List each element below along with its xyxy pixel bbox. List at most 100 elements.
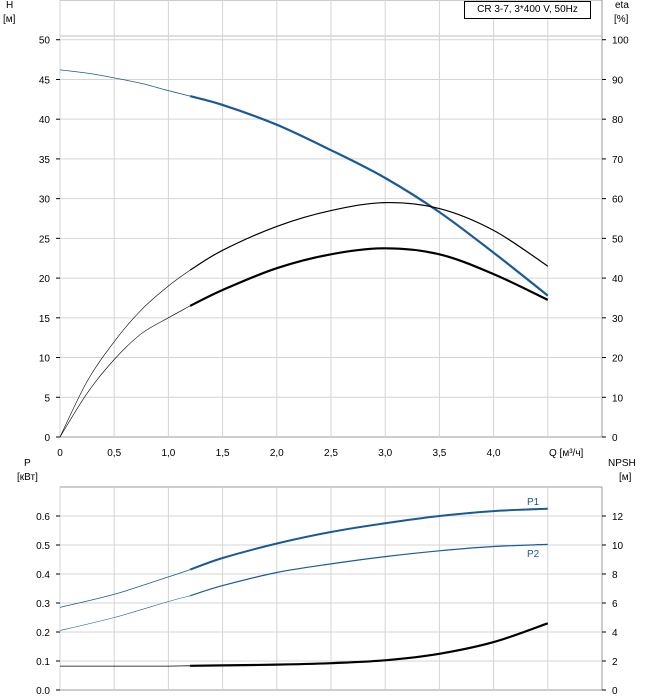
head-curve-point: [547, 295, 549, 297]
head-curve: [189, 95, 549, 297]
efficiency-curve-point: [189, 269, 191, 271]
x-tick-label: 2,0: [270, 448, 284, 459]
top-left-axis-unit: [м]: [3, 14, 16, 25]
total-efficiency-curve-point: [168, 317, 170, 319]
head-curve-point: [439, 211, 441, 213]
npsh-curve-point: [384, 659, 386, 661]
bottom-left-axis-label: P: [24, 458, 31, 469]
bottom-right-tick-label: 2: [612, 657, 618, 668]
bottom-left-tick-label: 0.5: [36, 541, 50, 552]
top-left-axis-label: H: [6, 0, 13, 11]
npsh-curve-point: [59, 665, 61, 667]
x-axis-label: Q [м³/ч]: [549, 448, 584, 459]
npsh-curve-point: [493, 641, 495, 643]
top-left-tick-label: 25: [39, 234, 51, 245]
x-tick-label: 3,0: [378, 448, 392, 459]
x-tick-label: 2,5: [324, 448, 338, 459]
bottom-right-tick-label: 12: [612, 512, 624, 523]
npsh-curve-point: [222, 665, 224, 667]
top-chart-grid: [56, 0, 606, 438]
npsh-curve-point: [439, 653, 441, 655]
p1-power-curve-point: [439, 515, 441, 517]
bottom-right-tick-label: 8: [612, 570, 618, 581]
bottom-right-tick-label: 0: [612, 686, 618, 697]
p1-power-curve-point: [113, 594, 115, 596]
efficiency-curve-point: [168, 285, 170, 287]
total-efficiency-curve-point: [189, 305, 191, 307]
p1-power-curve-point: [222, 557, 224, 559]
efficiency-curve-point: [547, 265, 549, 267]
efficiency-curve: [189, 201, 549, 271]
p2-power-curve-point: [384, 556, 386, 558]
p2-series-label: P2: [527, 549, 540, 560]
efficiency-curve-extrapolated: [59, 269, 191, 438]
bottom-chart-grid: [56, 486, 606, 691]
curves: [59, 69, 549, 667]
bottom-right-tick-label: 6: [612, 599, 618, 610]
head-curve-point: [141, 83, 143, 85]
p2-power-curve-point: [189, 595, 191, 597]
top-right-tick-label: 10: [612, 393, 624, 404]
total-efficiency-curve: [189, 247, 549, 307]
top-left-tick-label: 5: [44, 393, 50, 404]
top-right-tick-label: 60: [612, 195, 624, 206]
total-efficiency-curve-point: [59, 436, 61, 438]
top-left-tick-label: 10: [39, 354, 51, 365]
p1-power-curve-point: [59, 607, 61, 609]
efficiency-curve-point: [222, 249, 224, 251]
bottom-left-tick-label: 0.4: [36, 570, 50, 581]
top-right-tick-label: 100: [612, 36, 629, 47]
x-tick-label: 3,5: [432, 448, 446, 459]
efficiency-curve-point: [330, 210, 332, 212]
p1-series-label: P1: [527, 497, 540, 508]
head-curve-point: [222, 104, 224, 106]
npsh-curve-point: [189, 665, 191, 667]
tick-labels: 0 0,5 1,0 1,5 2,0 2,5 3,0 3,5 4,0051015202530354…: [36, 36, 629, 697]
top-left-tick-label: 20: [39, 274, 51, 285]
head-curve-point: [276, 124, 278, 126]
total-efficiency-curve-point: [276, 267, 278, 269]
efficiency-curve-point: [86, 381, 88, 383]
x-tick-label: 4,0: [487, 448, 501, 459]
top-right-tick-label: 70: [612, 155, 624, 166]
total-efficiency-curve-point: [493, 273, 495, 275]
p2-power-curve-point: [168, 601, 170, 603]
p1-power-curve-point: [493, 510, 495, 512]
bottom-right-tick-label: 10: [612, 541, 624, 552]
top-right-tick-label: 30: [612, 314, 624, 325]
efficiency-curve-point: [141, 309, 143, 311]
p1-power-curve-extrapolated: [59, 569, 191, 608]
top-right-tick-label: 20: [612, 354, 624, 365]
top-left-tick-label: 35: [39, 155, 51, 166]
npsh-curve: [190, 622, 549, 667]
head-curve-point: [384, 177, 386, 179]
bottom-left-tick-label: 0.0: [36, 686, 50, 697]
p1-power-curve-point: [384, 522, 386, 524]
p2-power-curve-point: [439, 550, 441, 552]
top-left-tick-label: 50: [39, 36, 51, 47]
top-right-tick-label: 40: [612, 274, 624, 285]
total-efficiency-curve-point: [222, 289, 224, 291]
npsh-curve-point: [168, 665, 170, 667]
total-efficiency-curve-point: [141, 333, 143, 335]
bottom-right-axis-unit: [м]: [619, 472, 632, 483]
total-efficiency-curve-point: [330, 253, 332, 255]
total-efficiency-curve-point: [86, 393, 88, 395]
total-efficiency-curve-point: [439, 253, 441, 255]
bottom-left-tick-label: 0.3: [36, 599, 50, 610]
npsh-curve-point: [547, 623, 549, 625]
head-curve-point: [86, 72, 88, 74]
efficiency-curve-point: [113, 341, 115, 343]
head-curve-point: [189, 95, 191, 97]
p2-power-curve-point: [330, 563, 332, 565]
p2-power-curve-point: [59, 630, 61, 632]
head-curve-point: [493, 252, 495, 254]
x-tick-label: 0: [57, 448, 63, 459]
bottom-left-tick-label: 0.1: [36, 657, 50, 668]
p2-power-curve-point: [493, 546, 495, 548]
p1-power-curve-point: [168, 576, 170, 578]
top-right-tick-label: 80: [612, 115, 624, 126]
top-left-tick-label: 45: [39, 75, 51, 86]
p1-power-curve-point: [330, 531, 332, 533]
total-efficiency-curve-point: [113, 359, 115, 361]
